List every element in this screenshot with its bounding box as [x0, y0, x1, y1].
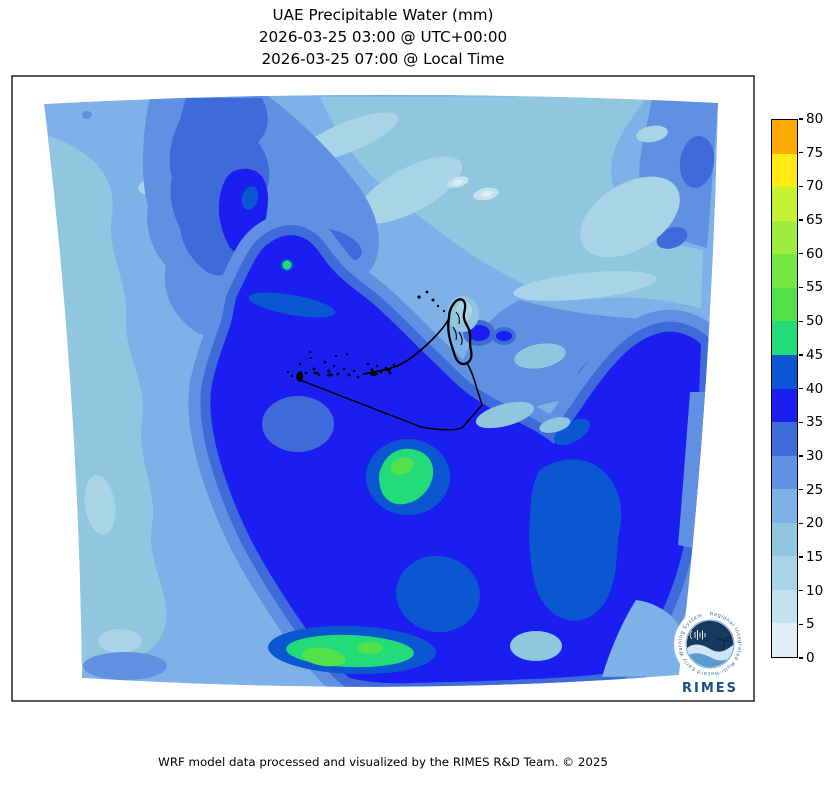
rimes-logo: Regional Integrated Multi-Hazard Early W… — [674, 608, 746, 696]
colorbar-tick-label: 30 — [806, 447, 823, 465]
colorbar-segment — [772, 154, 797, 188]
colorbar-segment — [772, 590, 797, 624]
map-canvas: Regional Integrated Multi-Hazard Early W… — [0, 0, 835, 788]
colorbar-segment — [772, 489, 797, 523]
colorbar-segment — [772, 254, 797, 288]
colorbar-tick — [799, 152, 803, 153]
contour-field — [44, 95, 718, 687]
colorbar-segment — [772, 556, 797, 590]
colorbar-tick-label: 5 — [806, 615, 815, 633]
colorbar-segment — [772, 456, 797, 490]
colorbar-tick — [799, 321, 803, 322]
colorbar-tick — [799, 287, 803, 288]
colorbar-segment — [772, 288, 797, 322]
colorbar-tick — [799, 489, 803, 490]
colorbar-tick — [799, 422, 803, 423]
colorbar-segment — [772, 221, 797, 255]
colorbar-tick — [799, 556, 803, 557]
colorbar-tick — [799, 186, 803, 187]
colorbar-segment — [772, 355, 797, 389]
colorbar-tick — [799, 253, 803, 254]
colorbar-segment — [772, 187, 797, 221]
colorbar-tick-label: 10 — [806, 582, 823, 600]
colorbar-tick-label: 45 — [806, 346, 823, 364]
colorbar-tick-label: 60 — [806, 245, 823, 263]
colorbar-tick-label: 20 — [806, 514, 823, 532]
footer-credit: WRF model data processed and visualized … — [12, 755, 754, 769]
colorbar-segment — [772, 523, 797, 557]
colorbar-tick — [799, 523, 803, 524]
colorbar-tick-label: 75 — [806, 144, 823, 162]
figure-root: { "title": { "line1": "UAE Precipitable … — [0, 0, 835, 788]
colorbar-tick — [799, 590, 803, 591]
colorbar-segment — [772, 623, 797, 657]
colorbar-tick-label: 25 — [806, 481, 823, 499]
colorbar-tick-label: 40 — [806, 380, 823, 398]
colorbar-tick — [799, 455, 803, 456]
colorbar-segment — [772, 321, 797, 355]
logo-wordmark: RIMES — [682, 681, 738, 696]
colorbar-tick — [799, 624, 803, 625]
colorbar-tick — [799, 657, 803, 658]
colorbar-tick-label: 50 — [806, 312, 823, 330]
colorbar-tick-label: 55 — [806, 278, 823, 296]
colorbar-tick-label: 80 — [806, 110, 823, 128]
colorbar-tick-label: 15 — [806, 548, 823, 566]
colorbar-tick — [799, 354, 803, 355]
colorbar — [771, 119, 798, 658]
colorbar-segment — [772, 120, 797, 154]
colorbar-tick — [799, 118, 803, 119]
colorbar-tick — [799, 219, 803, 220]
colorbar-tick — [799, 388, 803, 389]
colorbar-segment — [772, 422, 797, 456]
colorbar-tick-label: 0 — [806, 649, 815, 667]
colorbar-tick-label: 70 — [806, 177, 823, 195]
colorbar-tick-label: 65 — [806, 211, 823, 229]
colorbar-tick-label: 35 — [806, 413, 823, 431]
colorbar-segment — [772, 389, 797, 423]
